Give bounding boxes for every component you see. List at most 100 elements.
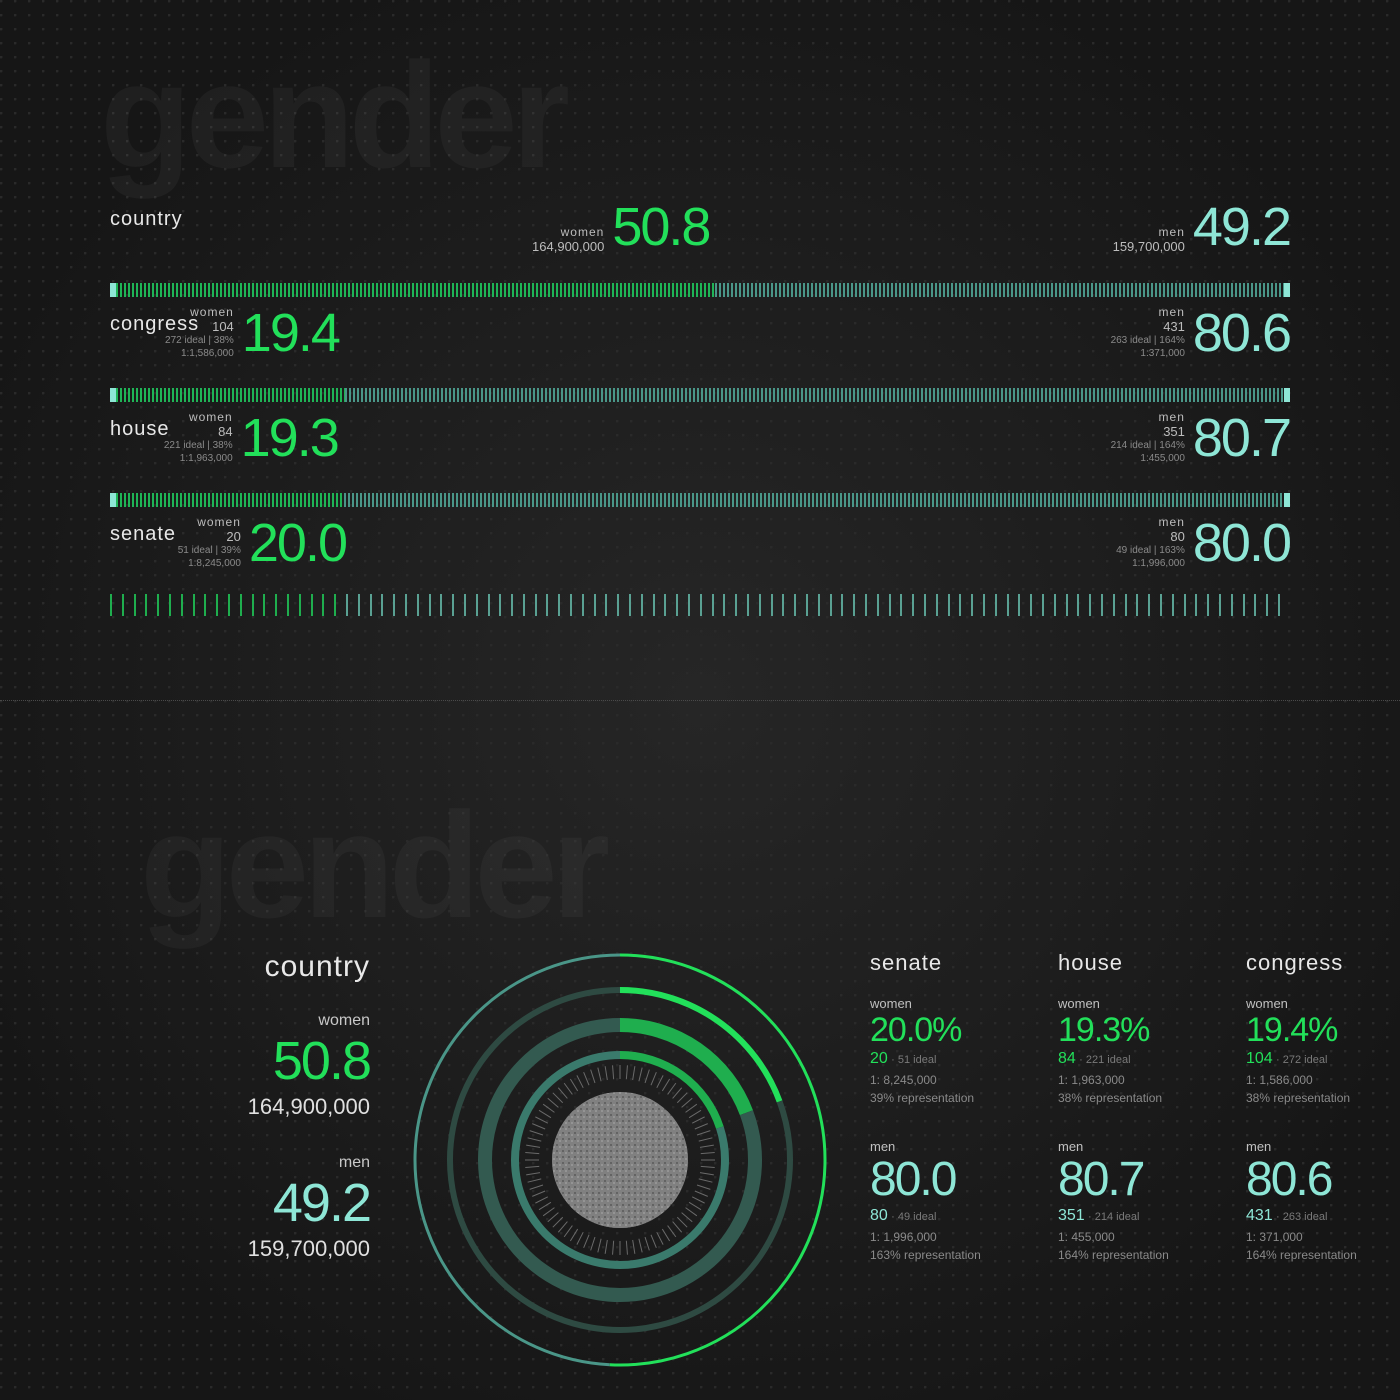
country-women-pct: 50.8	[120, 1034, 370, 1088]
men-ideal: · 49 ideal	[891, 1211, 936, 1223]
country-men-pop: 159,700,000	[120, 1236, 370, 1262]
women-count: 164,900,000	[532, 239, 604, 254]
country-men-pct: 49.2	[120, 1176, 370, 1230]
women-label: women	[1058, 996, 1208, 1011]
men-block: men80.7351 · 214 ideal1: 455,000164% rep…	[1058, 1139, 1208, 1264]
men-count: 80	[870, 1207, 888, 1224]
women-detail: 272 ideal | 38%	[165, 334, 234, 347]
men-detail: 1:1,996,000	[1116, 557, 1185, 570]
women-detail: 1:1,963,000	[164, 452, 233, 465]
women-block: women20.0%20 · 51 ideal1: 8,245,00039% r…	[870, 996, 1020, 1107]
men-label: men	[1058, 1139, 1208, 1154]
women-label: women	[164, 410, 233, 424]
men-rep: 163% representation	[870, 1246, 1020, 1264]
men-rep: 164% representation	[1246, 1246, 1396, 1264]
men-side: men351214 ideal | 164%1:455,000 80.7	[1111, 410, 1290, 465]
men-count: 351	[1058, 1207, 1085, 1224]
men-pct: 80.0	[1193, 516, 1290, 570]
women-pct: 50.8	[612, 200, 709, 254]
women-pct: 19.4	[242, 306, 339, 360]
men-label: men	[1111, 410, 1185, 424]
stacked-bar	[110, 283, 1290, 297]
men-count: 431	[1111, 319, 1185, 334]
women-count: 84	[1058, 1050, 1076, 1067]
men-side: men159,700,00049.2	[1113, 200, 1290, 254]
men-pct: 49.2	[1193, 200, 1290, 254]
men-detail: 49 ideal | 163%	[1116, 544, 1185, 557]
women-ratio: 1: 1,963,000	[1058, 1071, 1208, 1089]
stacked-bar	[110, 493, 1290, 507]
women-ratio: 1: 1,586,000	[1246, 1071, 1396, 1089]
men-count: 351	[1111, 424, 1185, 439]
watermark-bottom: gender	[140, 790, 604, 940]
men-detail: 1:371,000	[1111, 347, 1185, 360]
men-count: 159,700,000	[1113, 239, 1185, 254]
men-detail: 263 ideal | 164%	[1111, 334, 1185, 347]
stacked-bar	[110, 388, 1290, 402]
col-title: house	[1058, 950, 1208, 976]
men-block: men 80.6 431 · 263 ideal 1: 371,000164% rep…	[1246, 1139, 1396, 1264]
women-detail: 51 ideal | 39%	[178, 544, 241, 557]
men-rep: 164% representation	[1058, 1246, 1208, 1264]
men-detail: 214 ideal | 164%	[1111, 439, 1185, 452]
top-panel: gender countrywomen164,900,00050.8men159…	[0, 0, 1400, 700]
men-count: 431	[1246, 1207, 1273, 1224]
men-pct: 80.7	[1193, 411, 1290, 465]
men-label: men	[870, 1139, 1020, 1154]
men-side: men8049 ideal | 163%1:1,996,000 80.0	[1116, 515, 1290, 570]
women-detail: 1:1,586,000	[165, 347, 234, 360]
women-pct: 19.3	[241, 411, 338, 465]
row-congress: congresswomen104272 ideal | 38%1:1,586,0…	[110, 305, 1290, 410]
women-side: women2051 ideal | 39%1:8,245,000 20.0	[110, 515, 346, 570]
women-count: 20	[870, 1050, 888, 1067]
women-ideal: · 272 ideal	[1276, 1054, 1327, 1066]
country-women-pop: 164,900,000	[120, 1094, 370, 1120]
men-ratio: 1: 455,000	[1058, 1228, 1208, 1246]
men-label: men	[1111, 305, 1185, 319]
country-title: country	[120, 950, 370, 984]
men-label: men	[1246, 1139, 1396, 1154]
col-house: house women 19.3% 84 · 221 ideal 1: 1,963,00…	[1058, 950, 1208, 1296]
women-pct: 19.3%	[1058, 1013, 1208, 1047]
women-label: women	[532, 225, 604, 239]
women-pct: 20.0	[249, 516, 346, 570]
men-ideal: · 263 ideal	[1276, 1211, 1327, 1223]
women-ideal: · 51 ideal	[891, 1054, 936, 1066]
women-count: 84	[164, 424, 233, 439]
women-count: 20	[178, 529, 241, 544]
men-ratio: 1: 1,996,000	[870, 1228, 1020, 1246]
women-ratio: 1: 8,245,000	[870, 1071, 1020, 1089]
men-pct: 80.7	[1058, 1156, 1208, 1204]
men-label: men	[1116, 515, 1185, 529]
women-pct: 19.4%	[1246, 1013, 1396, 1047]
country-men-label: men	[120, 1154, 370, 1172]
col-congress: congress women 19.4% 104 · 272 ideal 1: 1,58…	[1246, 950, 1396, 1296]
ring-chart	[400, 940, 840, 1380]
women-count: 104	[1246, 1050, 1273, 1067]
women-label: women	[178, 515, 241, 529]
women-detail: 221 ideal | 38%	[164, 439, 233, 452]
women-block: women 19.3% 84 · 221 ideal 1: 1,963,00038% …	[1058, 996, 1208, 1107]
tick-bar	[110, 594, 1290, 616]
men-pct: 80.6	[1246, 1156, 1396, 1204]
men-count: 80	[1116, 529, 1185, 544]
country-summary: country women 50.8 164,900,000 men 49.2 …	[120, 950, 370, 1296]
women-side: women164,900,000 50.8	[110, 200, 709, 254]
men-side: men431263 ideal | 164%1:371,000 80.6	[1111, 305, 1290, 360]
women-block: women19.4%104 · 272 ideal1: 1,586,00038%…	[1246, 996, 1396, 1107]
women-rep: 39% representation	[870, 1089, 1020, 1107]
men-detail: 1:455,000	[1111, 452, 1185, 465]
men-pct: 80.6	[1193, 306, 1290, 360]
women-ideal: · 221 ideal	[1079, 1054, 1130, 1066]
women-rep: 38% representation	[1058, 1089, 1208, 1107]
women-side: women84221 ideal | 38%1:1,963,000 19.3	[110, 410, 338, 465]
bottom-panel: gender country women 50.8 164,900,000 me…	[0, 700, 1400, 1400]
bar-rows: countrywomen164,900,00050.8men159,700,00…	[110, 200, 1290, 620]
men-ratio: 1: 371,000	[1246, 1228, 1396, 1246]
row-house: housewomen84221 ideal | 38%1:1,963,00019…	[110, 410, 1290, 515]
women-label: women	[1246, 996, 1396, 1011]
col-title: senate	[870, 950, 1020, 976]
women-detail: 1:8,245,000	[178, 557, 241, 570]
col-title: congress	[1246, 950, 1396, 976]
col-senate: senatewomen20.0%20 · 51 ideal1: 8,245,00…	[870, 950, 1020, 1296]
